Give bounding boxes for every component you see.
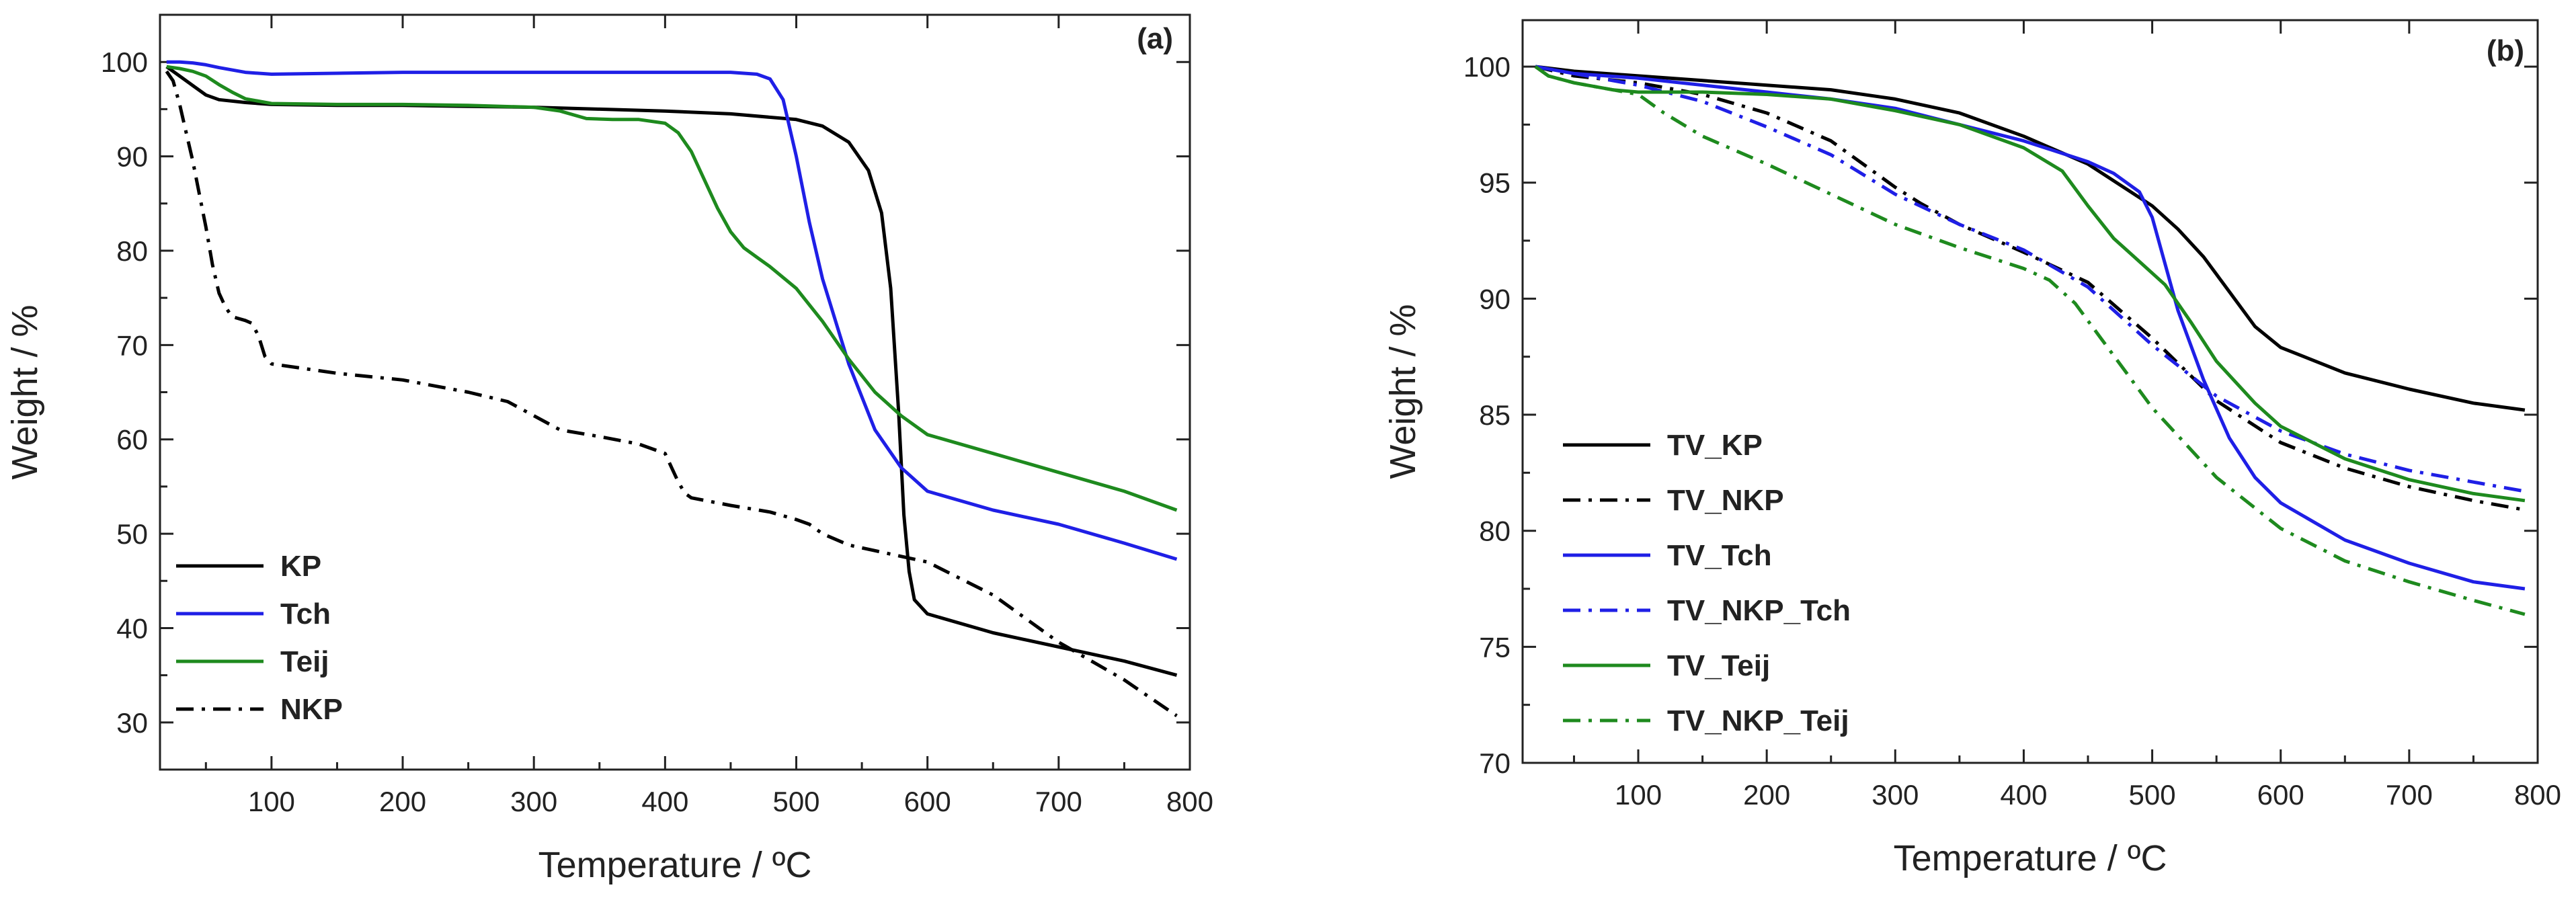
legend-label: TV_NKP_Teij — [1667, 704, 1849, 737]
chart-panel-b: 100 200 300 400 500 600 700 800 70 75 80 85 90 95 100 T… — [1383, 19, 2561, 878]
series-line-nkp — [165, 70, 1178, 718]
y-tick-label: 70 — [116, 329, 148, 361]
y-tick-label: 90 — [116, 141, 148, 173]
x-tick-label: 200 — [1743, 779, 1790, 811]
series-line-tv_tch — [1535, 65, 2526, 591]
legend-label: NKP — [280, 693, 343, 726]
y-axis-label: Weight / % — [1383, 304, 1423, 479]
legend-label: Tch — [280, 598, 331, 630]
x-axis-label: Temperature / ºC — [1894, 838, 2167, 878]
y-tick-label: 30 — [116, 707, 148, 739]
series-line-tch — [166, 60, 1178, 561]
series-line-tv_kp — [1535, 65, 2526, 412]
chart-panel-a: 100 200 300 400 500 600 700 800 30 40 50 60 70 80 90 10… — [5, 13, 1213, 885]
y-tick-label: 85 — [1479, 399, 1511, 431]
panel-label: (b) — [2487, 34, 2524, 67]
y-tick-label: 100 — [101, 46, 148, 78]
y-tick-label: 40 — [116, 612, 148, 644]
series-line-teij — [166, 65, 1178, 512]
panel-label: (a) — [1137, 22, 1173, 55]
x-tick-label: 400 — [2000, 779, 2047, 811]
x-tick-label: 500 — [2129, 779, 2176, 811]
y-tick-label: 80 — [1479, 516, 1511, 547]
y-tick-label: 90 — [1479, 283, 1511, 315]
y-tick-label: 75 — [1479, 631, 1511, 663]
y-tick-label: 70 — [1479, 747, 1511, 779]
x-tick-label: 100 — [1615, 779, 1662, 811]
legend-label: Teij — [280, 645, 329, 678]
legend-label: TV_NKP — [1667, 484, 1784, 517]
legend-label: TV_Teij — [1667, 649, 1770, 682]
y-tick-label: 50 — [116, 518, 148, 550]
x-tick-label: 500 — [772, 786, 819, 817]
x-axis-label: Temperature / ºC — [538, 845, 812, 885]
y-tick-label: 100 — [1463, 51, 1511, 83]
x-tick-label: 700 — [2386, 779, 2433, 811]
x-tick-label: 300 — [1871, 779, 1919, 811]
legend-label: KP — [280, 550, 321, 583]
legend-label: TV_Tch — [1667, 539, 1772, 572]
legend-label: TV_KP — [1667, 429, 1763, 462]
x-tick-label: 200 — [379, 786, 426, 817]
series-line-tv_nkp_tch — [1535, 65, 2526, 493]
legend-label: TV_NKP_Tch — [1667, 594, 1851, 627]
series-line-kp — [165, 65, 1178, 677]
x-tick-label: 800 — [1166, 786, 1213, 817]
y-axis-label: Weight / % — [5, 304, 45, 479]
x-tick-label: 600 — [2257, 779, 2304, 811]
x-tick-label: 700 — [1035, 786, 1082, 817]
x-tick-label: 100 — [248, 786, 295, 817]
y-tick-label: 80 — [116, 235, 148, 267]
x-tick-label: 400 — [641, 786, 688, 817]
plot-frame — [1521, 19, 2539, 764]
x-tick-label: 800 — [2514, 779, 2561, 811]
series-line-tv_teij — [1534, 65, 2526, 503]
x-tick-label: 300 — [510, 786, 557, 817]
x-tick-label: 600 — [904, 786, 951, 817]
y-tick-label: 60 — [116, 424, 148, 456]
series-line-tv_nkp_teij — [1534, 65, 2526, 616]
y-tick-label: 95 — [1479, 167, 1511, 199]
